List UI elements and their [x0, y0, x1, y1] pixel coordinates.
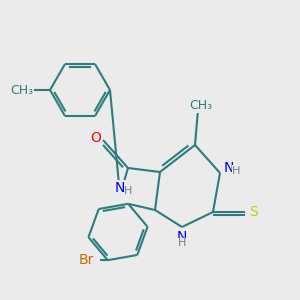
Text: H: H: [124, 185, 133, 196]
Text: O: O: [90, 131, 101, 146]
Text: N: N: [223, 160, 234, 175]
Text: N: N: [177, 230, 187, 244]
Text: N: N: [115, 181, 125, 194]
Text: S: S: [249, 205, 258, 219]
Text: H: H: [178, 238, 186, 248]
Text: H: H: [232, 166, 241, 176]
Text: CH₃: CH₃: [10, 83, 33, 97]
Text: Br: Br: [78, 253, 94, 267]
Text: CH₃: CH₃: [189, 99, 213, 112]
